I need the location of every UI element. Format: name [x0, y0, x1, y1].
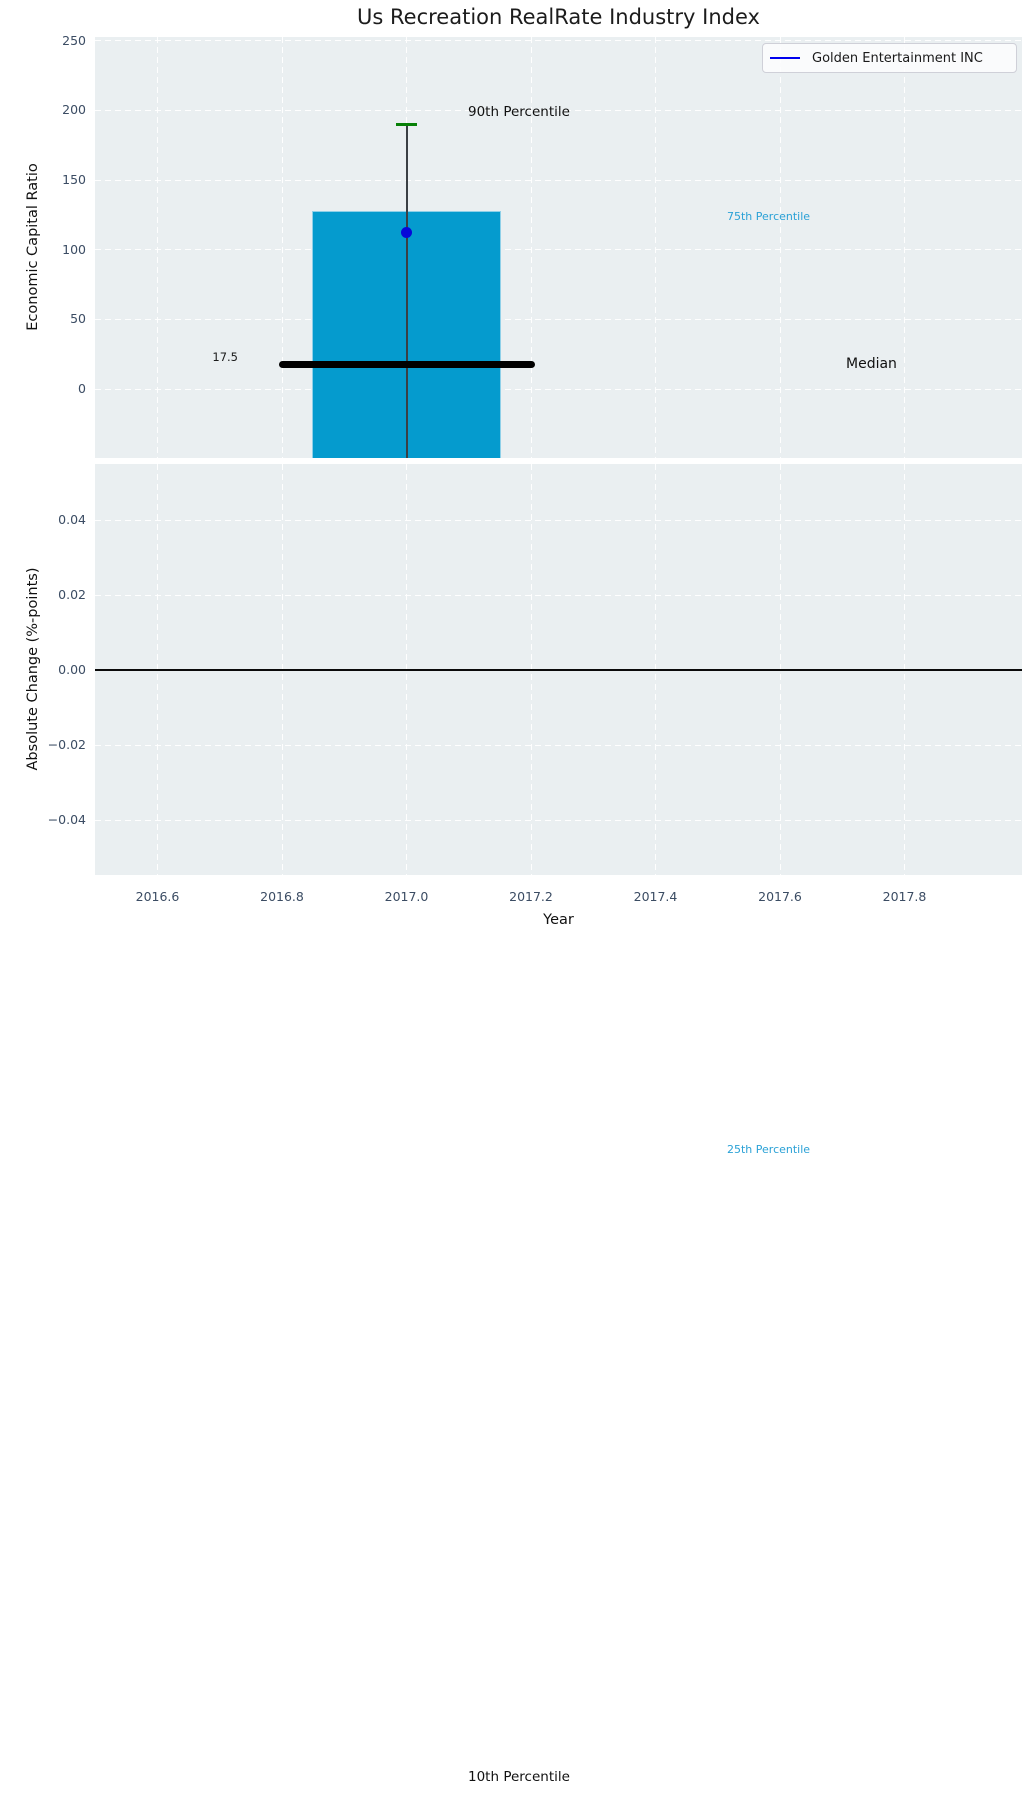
y-gridline [95, 388, 1022, 390]
legend-line-sample [770, 57, 800, 59]
x-tick-label: 2016.8 [260, 889, 304, 904]
x-gridline [281, 37, 283, 458]
whisker-line [405, 124, 408, 458]
y-gridline [95, 249, 1022, 251]
annotation-10th-percentile: 10th Percentile [468, 1769, 570, 1785]
x-gridline [779, 37, 781, 458]
x-tick-label: 2017.2 [509, 889, 553, 904]
x-tick-label: 2017.0 [384, 889, 429, 904]
y-tick-label: 200 [62, 102, 86, 118]
company-data-point [401, 226, 412, 238]
y-gridline [95, 744, 1022, 746]
y-tick-label: 250 [62, 32, 86, 48]
legend-entry-label: Golden Entertainment INC [812, 50, 983, 66]
y-gridline [95, 109, 1022, 111]
x-gridline [904, 37, 905, 458]
y-gridline [95, 519, 1022, 521]
y-gridline [95, 594, 1022, 596]
chart-title: Us Recreation RealRate Industry Index [357, 5, 760, 29]
y-tick-label: 100 [62, 241, 86, 257]
y-tick-label: 0.02 [58, 587, 86, 602]
annotation-90th-percentile: 90th Percentile [468, 104, 570, 120]
y-tick-label: 0 [78, 381, 86, 396]
x-gridline [530, 37, 532, 458]
y-tick-label: 0.00 [58, 662, 86, 677]
x-gridline [157, 37, 158, 458]
x-tick-label: 2017.6 [758, 889, 802, 904]
legend: Golden Entertainment INC [762, 43, 1017, 73]
annotation-median: Median [846, 356, 897, 372]
y-tick-label: 150 [62, 172, 86, 188]
x-tick-label: 2016.6 [135, 889, 180, 904]
x-tick-label: 2017.4 [633, 889, 678, 904]
x-tick-label: 2017.8 [882, 889, 927, 904]
top-plot-area [95, 37, 1022, 458]
y-tick-label: −0.02 [47, 737, 86, 752]
annotation-75th-percentile: 75th Percentile [727, 210, 811, 223]
y-gridline [95, 40, 1022, 42]
y-tick-label: −0.04 [47, 812, 86, 827]
x-gridline [655, 37, 656, 458]
whisker-cap-90th [396, 122, 417, 126]
annotation-median-value: 17.5 [212, 350, 238, 364]
y-gridline [95, 179, 1022, 181]
y-gridline [95, 819, 1022, 821]
zero-reference-line [95, 669, 1022, 671]
y-gridline [95, 318, 1022, 320]
annotation-25th-percentile: 25th Percentile [727, 1143, 811, 1156]
y-tick-label: 0.04 [58, 512, 86, 527]
x-axis-label: Year [543, 912, 574, 928]
median-line [278, 361, 535, 369]
y-tick-label: 50 [70, 311, 86, 327]
